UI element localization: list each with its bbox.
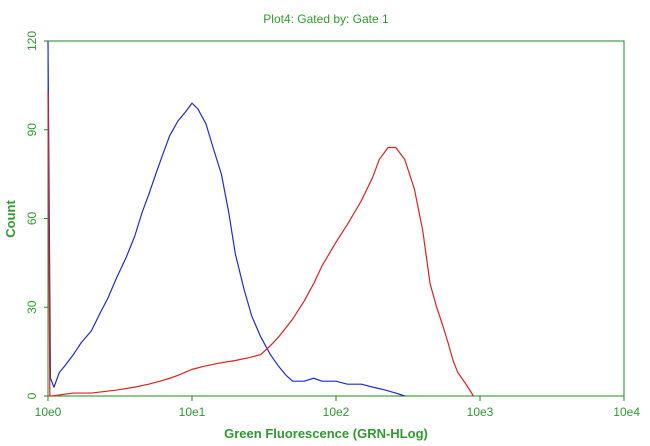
x-tick-label: 10e2 bbox=[323, 405, 350, 419]
y-tick-label: 60 bbox=[25, 212, 39, 226]
series-line-1 bbox=[47, 91, 474, 397]
x-tick-label: 10e1 bbox=[179, 405, 206, 419]
y-tick-label: 30 bbox=[25, 300, 39, 314]
chart-title: Plot4: Gated by: Gate 1 bbox=[263, 12, 389, 26]
series-layer bbox=[47, 40, 474, 397]
series-line-0 bbox=[47, 40, 405, 397]
y-tick-label: 0 bbox=[25, 392, 39, 399]
x-axis-label: Green Fluorescence (GRN-HLog) bbox=[224, 426, 428, 441]
y-axis: 0 30 60 90 120 bbox=[25, 31, 48, 399]
x-axis: 10e0 10e1 10e2 10e3 10e4 bbox=[35, 396, 640, 419]
x-tick-label: 10e0 bbox=[35, 405, 62, 419]
y-tick-label: 90 bbox=[25, 123, 39, 137]
y-tick-label: 120 bbox=[25, 31, 39, 51]
plot-frame bbox=[47, 40, 625, 397]
x-tick-label: 10e4 bbox=[613, 405, 640, 419]
y-axis-label: Count bbox=[3, 200, 18, 238]
x-tick-label: 10e3 bbox=[467, 405, 494, 419]
